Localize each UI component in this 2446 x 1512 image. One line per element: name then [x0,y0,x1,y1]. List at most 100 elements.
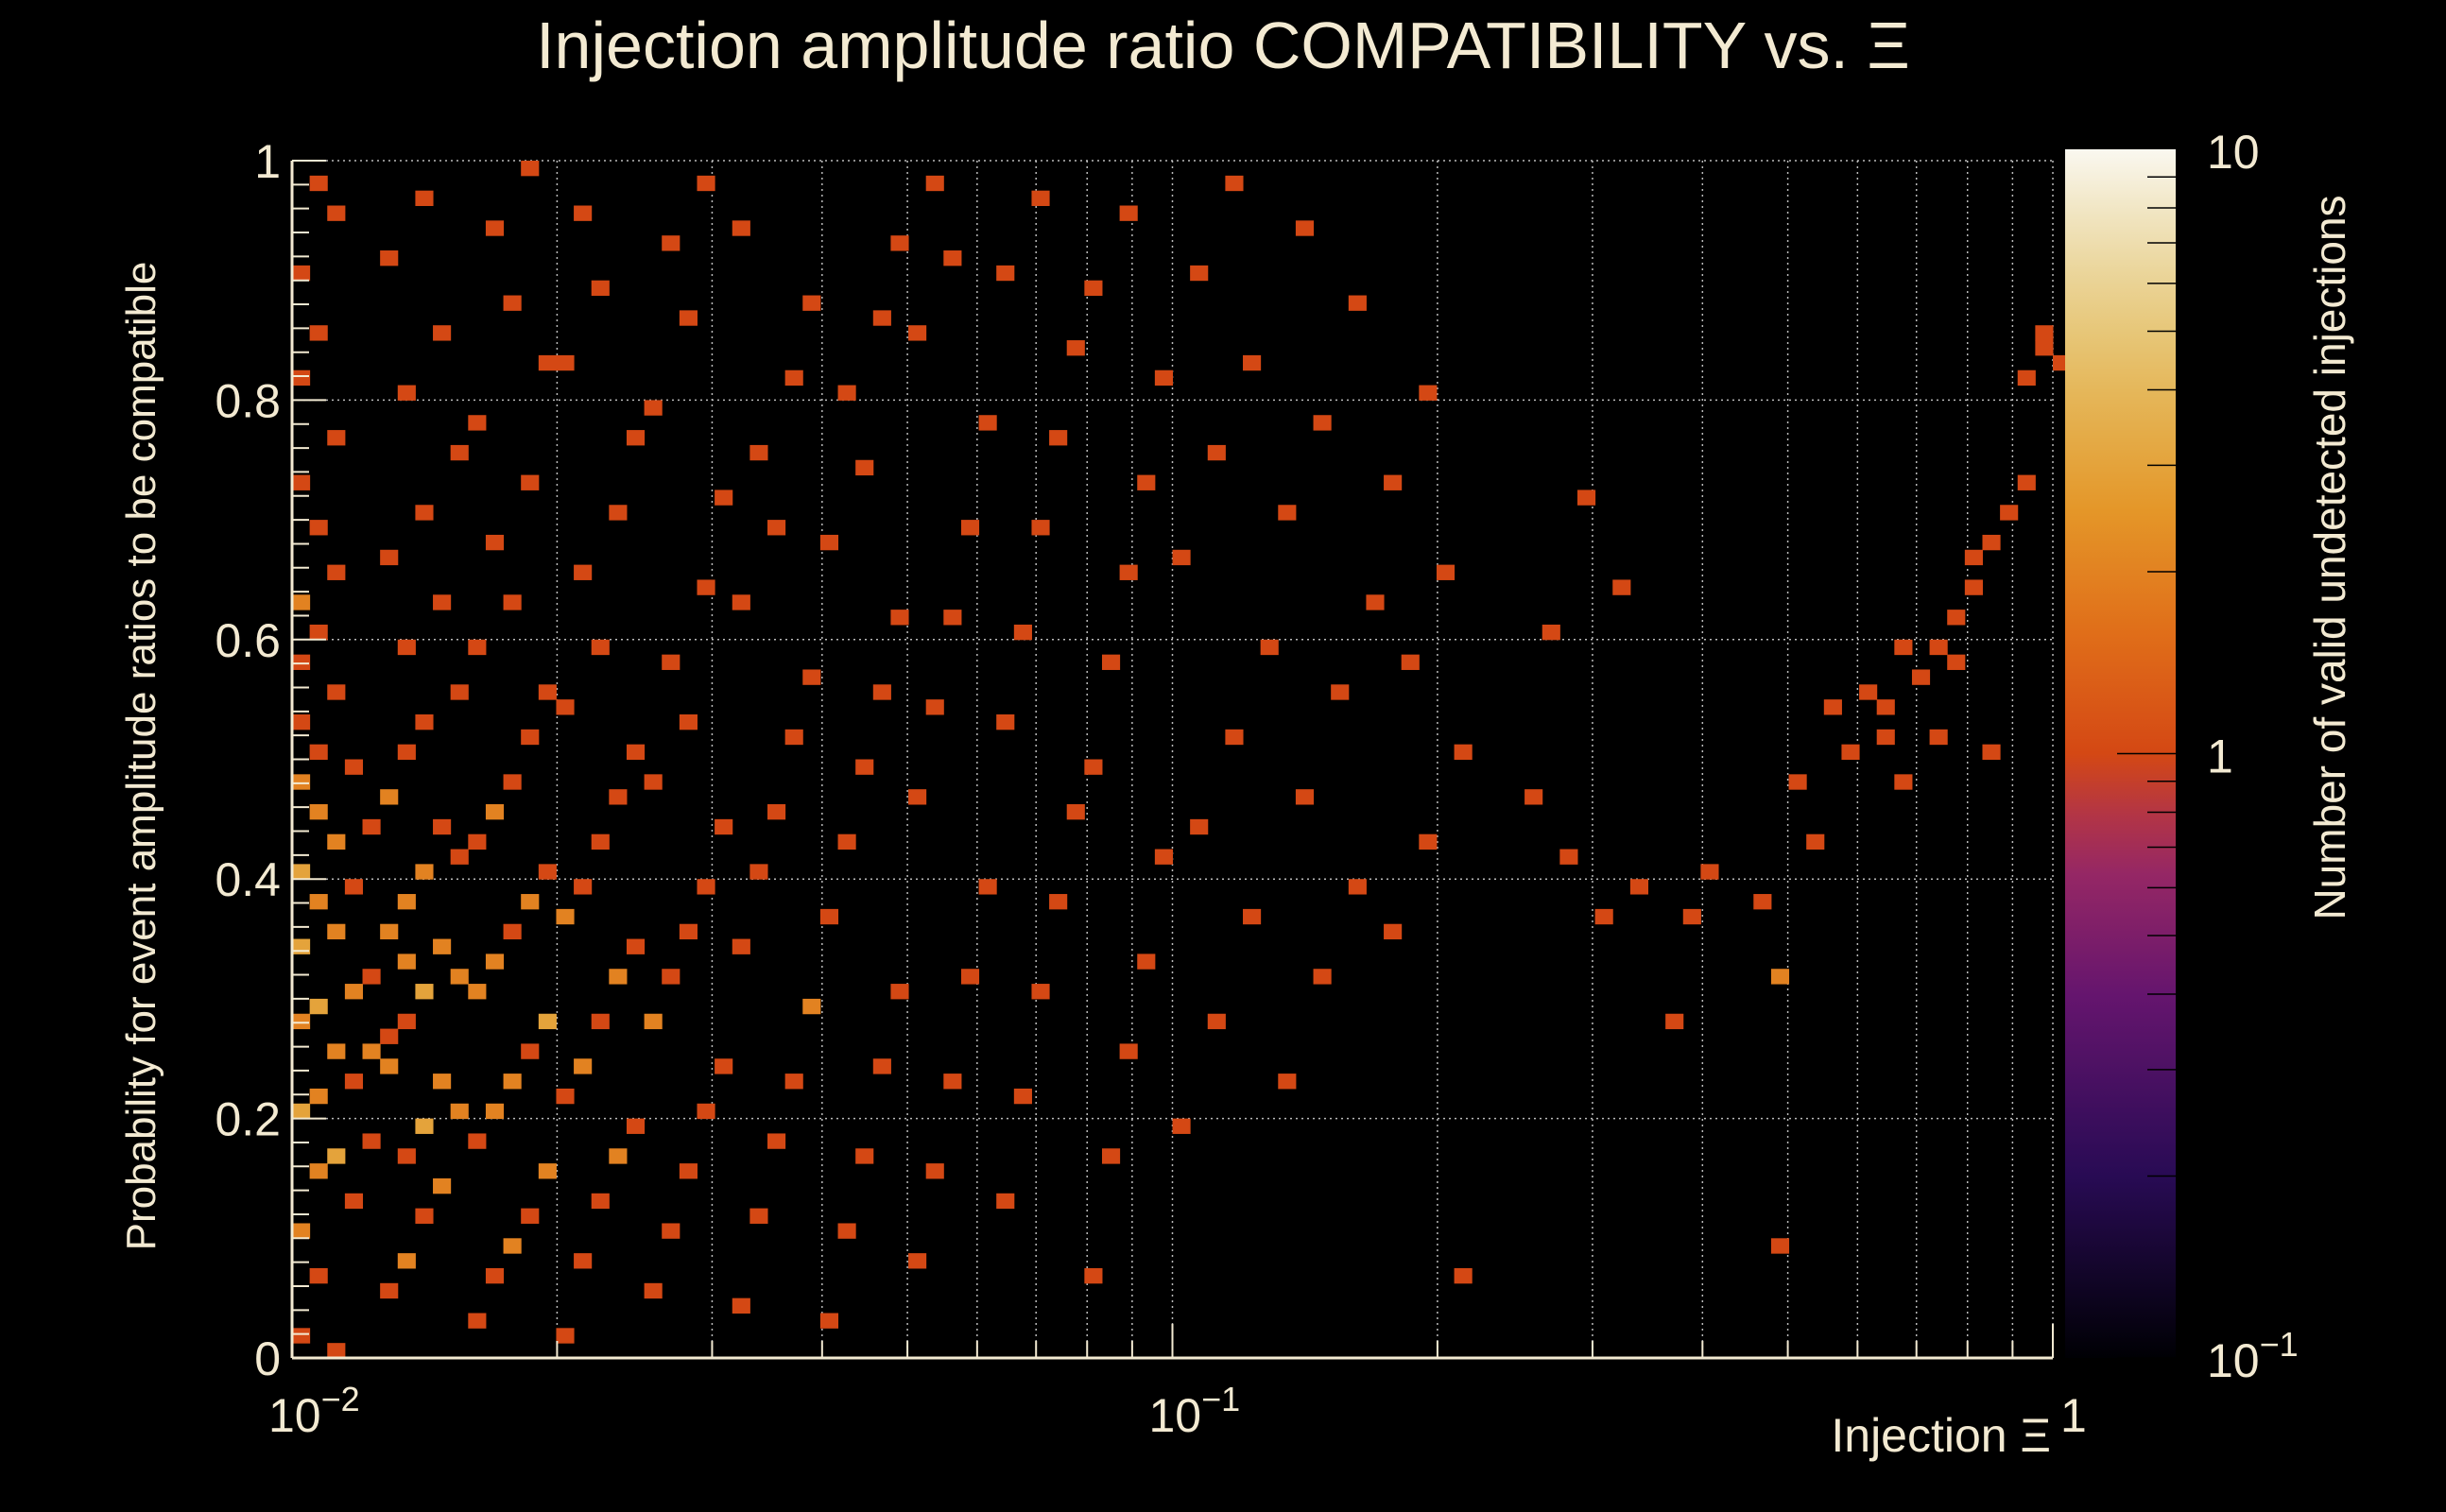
heatmap-cell [344,1074,364,1090]
heatmap-cell [468,1313,487,1329]
heatmap-cell [1454,1267,1473,1284]
heatmap-cell [819,908,839,925]
heatmap-cell [662,654,680,670]
heatmap-cell [292,594,311,610]
heatmap-cell [309,325,328,341]
heatmap-cell [890,984,909,1000]
heatmap-cell [996,713,1015,730]
heatmap-cell [292,654,311,670]
heatmap-cell [591,280,610,297]
heatmap-cell [327,833,346,850]
heatmap-cell [309,804,328,820]
heatmap-cell [749,1208,768,1224]
heatmap-cell [1612,579,1631,595]
heatmap-cell [503,1074,522,1090]
heatmap-cell [292,864,311,880]
heatmap-cell [802,669,821,685]
heatmap-cell [292,1328,311,1344]
heatmap-cell [1154,849,1173,865]
heatmap-cell [908,1253,927,1269]
heatmap-cell [415,864,434,880]
heatmap-cell [1964,549,1983,566]
heatmap-cell [380,549,399,566]
heatmap-cell [538,684,557,700]
heatmap-cell [415,1208,434,1224]
heatmap-cell [749,444,768,461]
heatmap-cell [644,1013,663,1030]
heatmap-cell [626,1118,646,1134]
heatmap-cell [309,520,328,536]
heatmap-cell [2035,340,2054,356]
heatmap-cell [679,1163,698,1179]
heatmap-cell [1243,354,1262,371]
heatmap-cell [890,610,909,626]
heatmap-cell [1876,699,1895,715]
heatmap-cell [767,1133,786,1149]
heatmap-cell [1982,744,2001,760]
heatmap-cell [450,684,469,700]
y-tick-label: 0.2 [215,1093,281,1146]
heatmap-cell [450,849,469,865]
heatmap-cell [1243,908,1262,925]
heatmap-cell [521,474,540,490]
heatmap-cell [1348,295,1367,311]
heatmap-cell [855,1148,874,1164]
heatmap-cell [344,879,364,895]
heatmap-cell [485,804,505,820]
heatmap-cell [362,1133,381,1149]
heatmap-cell [908,325,927,341]
heatmap-cell [943,610,962,626]
heatmap-cell [556,699,575,715]
heatmap-cell [943,1074,962,1090]
heatmap-cell [837,1223,856,1239]
heatmap-cell [872,1058,891,1074]
heatmap-cell [556,1088,575,1105]
heatmap-cell [925,175,944,192]
colorbar-label: Number of valid undetected injections [2305,195,2354,920]
heatmap-cell [397,1013,416,1030]
heatmap-cell [626,430,646,446]
heatmap-cell [1049,894,1068,910]
heatmap-cell [503,774,522,790]
heatmap-cell [784,729,803,746]
colorbar-tick-label: 10−1 [2207,1325,2299,1387]
heatmap-cell [1013,624,1032,641]
heatmap-cell [1436,564,1456,580]
heatmap-cell [609,1148,628,1164]
heatmap-cell [978,415,997,431]
heatmap-cell [380,923,399,940]
heatmap-cell [468,639,487,656]
heatmap-cell [538,354,557,371]
heatmap-cell [1894,774,1913,790]
heatmap-cell [574,1058,593,1074]
y-tick-label: 0 [254,1332,281,1385]
heatmap-cell [591,833,610,850]
heatmap-cell [732,220,750,236]
heatmap-cell [1084,1267,1103,1284]
heatmap-cell [1084,280,1103,297]
heatmap-cell [1190,818,1209,835]
heatmap-cell [908,789,927,805]
heatmap-cell [415,984,434,1000]
heatmap-cell [1278,1074,1297,1090]
heatmap-cell [1313,415,1332,431]
heatmap-cell [503,594,522,610]
heatmap-cell [1260,639,1279,656]
heatmap-cell [327,1043,346,1059]
heatmap-cell [1982,534,2001,551]
heatmap-cell [1401,654,1420,670]
heatmap-cell [749,864,768,880]
heatmap-cell [327,430,346,446]
heatmap-cell [802,295,821,311]
heatmap-cell [1049,430,1068,446]
heatmap-cell [1419,385,1438,401]
heatmap-cell [344,759,364,775]
heatmap-cell [344,984,364,1000]
heatmap-cell [538,1163,557,1179]
heatmap-cell [732,938,750,954]
heatmap-cell [309,998,328,1015]
heatmap-cell [1524,789,1543,805]
heatmap-cell [943,250,962,266]
heatmap-cell [415,1118,434,1134]
